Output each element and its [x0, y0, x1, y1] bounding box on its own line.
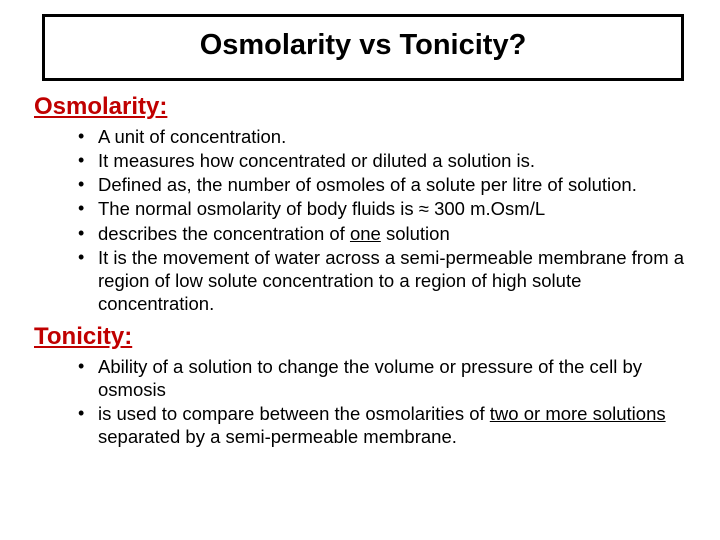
page-title: Osmolarity vs Tonicity? — [65, 29, 661, 62]
heading-tonicity: Tonicity: — [34, 323, 692, 351]
list-item: Defined as, the number of osmoles of a s… — [78, 173, 692, 196]
section-tonicity: Tonicity: Ability of a solution to chang… — [34, 323, 692, 449]
list-item: A unit of concentration. — [78, 125, 692, 148]
heading-osmolarity: Osmolarity: — [34, 93, 692, 121]
tonicity-list: Ability of a solution to change the volu… — [34, 355, 692, 449]
list-item: Ability of a solution to change the volu… — [78, 355, 692, 401]
list-item: describes the concentration of one solut… — [78, 222, 692, 245]
title-box: Osmolarity vs Tonicity? — [42, 14, 684, 81]
osmolarity-list: A unit of concentration. It measures how… — [34, 125, 692, 315]
list-item: It is the movement of water across a sem… — [78, 246, 692, 315]
section-osmolarity: Osmolarity: A unit of concentration. It … — [34, 93, 692, 315]
list-item: It measures how concentrated or diluted … — [78, 149, 692, 172]
list-item: is used to compare between the osmolarit… — [78, 402, 692, 448]
list-item: The normal osmolarity of body fluids is … — [78, 197, 692, 220]
